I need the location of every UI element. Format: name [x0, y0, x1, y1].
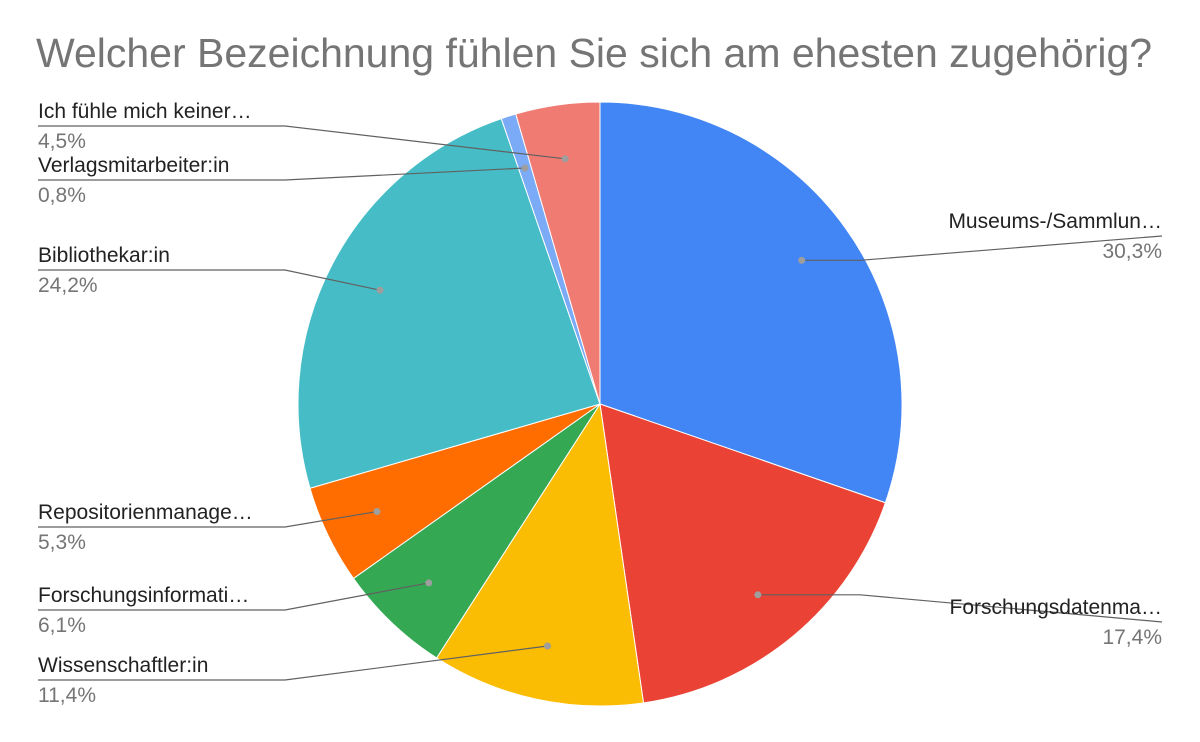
slice-percent-8: 4,5% — [38, 130, 86, 153]
leader-dot-6 — [377, 287, 384, 294]
slice-label-5: Repositorienmanage… — [38, 501, 253, 524]
slice-percent-2: 17,4% — [1102, 626, 1162, 649]
slice-label-7: Verlagsmitarbeiter:in — [38, 154, 229, 177]
leader-dot-5 — [373, 508, 380, 515]
leader-dot-8 — [562, 155, 569, 162]
slice-label-2: Forschungsdatenma… — [950, 596, 1162, 619]
slice-label-8: Ich fühle mich keiner… — [38, 100, 252, 123]
slice-percent-7: 0,8% — [38, 184, 86, 207]
slice-label-6: Bibliothekar:in — [38, 244, 170, 267]
leader-dot-4 — [425, 579, 432, 586]
slice-percent-5: 5,3% — [38, 531, 86, 554]
slice-percent-3: 11,4% — [38, 684, 96, 707]
slice-percent-6: 24,2% — [38, 274, 98, 297]
leader-dot-2 — [754, 591, 761, 598]
leader-dot-7 — [521, 165, 528, 172]
leader-dot-1 — [798, 257, 805, 264]
slice-percent-4: 6,1% — [38, 614, 86, 637]
slice-label-1: Museums-/Sammlun… — [948, 210, 1162, 233]
slice-label-3: Wissenschaftler:in — [38, 654, 208, 677]
leader-dot-3 — [544, 643, 551, 650]
slice-percent-1: 30,3% — [1102, 240, 1162, 263]
slice-label-4: Forschungsinformati… — [38, 584, 249, 607]
